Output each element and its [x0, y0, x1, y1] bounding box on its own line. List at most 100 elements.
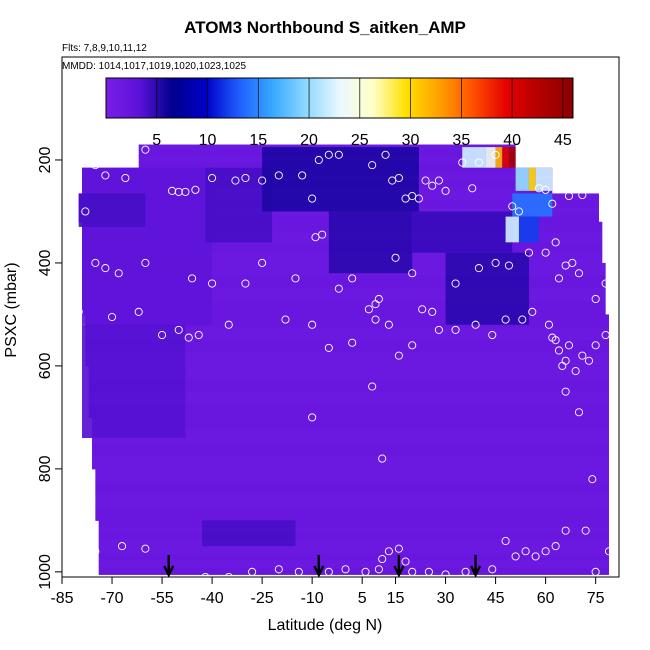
sample-point — [174, 325, 183, 334]
colorbar-segment — [165, 78, 169, 118]
colorbar-tick-label: 40 — [503, 132, 521, 149]
colorbar-segment — [287, 78, 291, 118]
colorbar-segment — [401, 78, 405, 118]
sample-point — [558, 361, 567, 370]
colorbar-segment — [523, 78, 527, 118]
colorbar-tick-label: 5 — [152, 132, 161, 149]
colorbar: 5 10 15 20 25 30 35 40 45 — [105, 77, 574, 149]
colorbar-segment — [222, 78, 226, 118]
sample-point — [548, 199, 557, 208]
colorbar-segment — [435, 78, 439, 118]
heatmap-row — [92, 430, 609, 444]
heatmap-row — [98, 567, 609, 575]
sample-point — [554, 346, 564, 355]
sample-point — [394, 351, 403, 360]
colorbar-segment — [251, 78, 255, 118]
sample-point — [384, 547, 393, 556]
y-axis: 200 400 600 800 1000 — [37, 147, 62, 590]
sample-point — [564, 191, 574, 201]
sample-point — [434, 325, 443, 334]
colorbar-segment — [560, 78, 564, 118]
sample-point — [74, 307, 83, 316]
heatmap-row — [98, 553, 609, 561]
colorbar-segment — [189, 78, 193, 118]
colorbar-segment — [207, 78, 211, 118]
colorbar-tick-label: 30 — [402, 132, 420, 149]
x-tick-label: 30 — [437, 590, 455, 607]
sample-point — [468, 184, 477, 193]
sample-point — [491, 258, 500, 267]
colorbar-segment — [124, 78, 128, 118]
sample-point — [248, 567, 257, 576]
colorbar-segment — [515, 78, 519, 118]
colorbar-segment — [336, 78, 340, 118]
colorbar-segment — [508, 78, 512, 118]
colorbar-segment — [313, 78, 317, 118]
colorbar-segment — [108, 78, 112, 118]
sample-point — [574, 269, 584, 278]
colorbar-segment — [178, 78, 182, 118]
colorbar-segment — [419, 78, 423, 118]
colorbar-segment — [303, 78, 307, 118]
colorbar-segment — [235, 78, 239, 118]
colorbar-segment — [534, 78, 538, 118]
sample-point — [224, 320, 233, 329]
sample-point — [521, 547, 530, 556]
sample-point — [451, 325, 460, 334]
colorbar-segment — [554, 78, 558, 118]
colorbar-segment — [144, 78, 148, 118]
colorbar-segment — [417, 78, 421, 118]
dates-note: MMDD: 1014,1017,1019,1020,1023,1025 — [62, 61, 247, 72]
colorbar-segment — [391, 78, 395, 118]
sample-point — [591, 294, 600, 304]
colorbar-segment — [225, 78, 229, 118]
colorbar-segment — [137, 78, 141, 118]
sample-point — [461, 567, 470, 576]
colorbar-segment — [451, 78, 455, 118]
heatmap-row — [98, 526, 609, 534]
colorbar-segment — [201, 78, 205, 118]
colorbar-segment — [292, 78, 296, 118]
sample-point — [584, 356, 594, 365]
sample-point — [191, 185, 200, 194]
heatmap-field — [78, 144, 609, 575]
sample-point — [141, 145, 150, 154]
colorbar-segment — [261, 78, 265, 118]
colorbar-tick-label: 10 — [199, 132, 217, 149]
sample-point — [408, 341, 417, 350]
colorbar-segment — [259, 78, 263, 118]
heatmap-row — [85, 353, 609, 367]
sample-point — [561, 387, 570, 396]
sample-point — [117, 542, 127, 551]
sample-point — [368, 161, 377, 170]
colorbar-segment — [477, 78, 480, 118]
arrow-head — [163, 565, 175, 578]
colorbar-segment — [386, 78, 390, 118]
sample-point — [371, 315, 380, 324]
colorbar-segment — [266, 78, 270, 118]
colorbar-segment — [536, 78, 540, 118]
sample-point — [274, 171, 283, 180]
colorbar-segment — [147, 78, 151, 118]
colorbar-segment — [357, 78, 361, 118]
colorbar-segment — [173, 78, 177, 118]
sample-point — [394, 173, 403, 183]
heatmap-row — [98, 520, 609, 528]
colorbar-segment — [427, 78, 431, 118]
sample-point — [308, 194, 317, 203]
arrow-head — [393, 565, 405, 578]
sample-point — [488, 330, 497, 340]
heatmap-row — [95, 481, 609, 496]
colorbar-segment — [360, 78, 364, 118]
colorbar-segment — [412, 78, 416, 118]
sample-point — [608, 305, 617, 314]
heatmap-row — [88, 404, 609, 418]
colorbar-segment — [121, 78, 125, 118]
colorbar-segment — [448, 78, 452, 118]
sample-point — [471, 320, 480, 329]
colorbar-segment — [526, 78, 530, 118]
sample-point — [141, 544, 150, 553]
sample-point — [91, 547, 100, 556]
colorbar-segment — [150, 78, 154, 118]
x-tick-label: 75 — [587, 590, 605, 607]
